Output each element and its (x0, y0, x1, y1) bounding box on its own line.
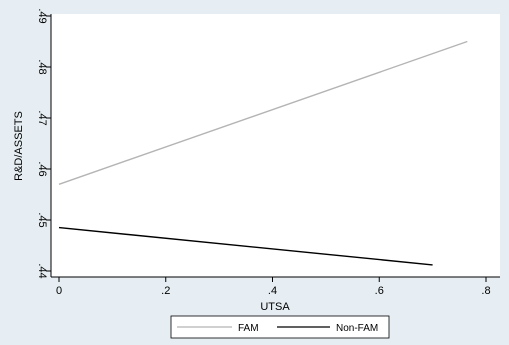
y-tick-label: .47 (36, 110, 48, 125)
series-line-fam (58, 40, 468, 185)
y-ticks: .44 .45 .46 .47 .48 .49 (36, 8, 51, 279)
x-tick-label: 0 (56, 285, 62, 297)
plot-area (51, 14, 500, 277)
series-lines (58, 40, 468, 266)
legend: FAM Non-FAM (170, 315, 390, 339)
legend-label-non-fam: Non-FAM (336, 323, 378, 334)
y-tick-label: .45 (36, 212, 48, 227)
series-line-non-fam (58, 226, 433, 266)
y-tick-label: .49 (36, 8, 48, 23)
x-tick-label: .4 (268, 285, 277, 297)
y-tick-label: .46 (36, 161, 48, 176)
legend-label-fam: FAM (238, 323, 259, 334)
x-tick-label: .6 (375, 285, 384, 297)
x-axis-label: UTSA (260, 301, 290, 313)
y-tick-label: .44 (36, 263, 48, 278)
x-tick-label: .2 (161, 285, 170, 297)
x-ticks: 0 .2 .4 .6 .8 (56, 277, 491, 297)
y-axis-label: R&D/ASSETS (13, 111, 25, 181)
y-tick-label: .48 (36, 59, 48, 74)
x-tick-label: .8 (481, 285, 490, 297)
